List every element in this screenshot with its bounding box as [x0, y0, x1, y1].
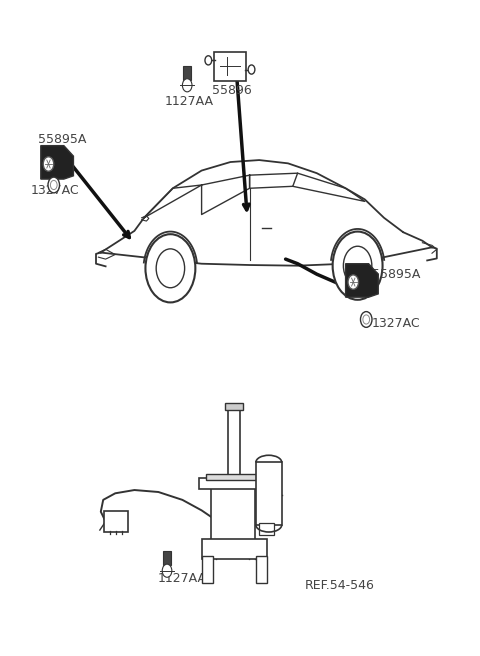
Circle shape	[348, 275, 359, 289]
FancyBboxPatch shape	[104, 511, 128, 532]
Circle shape	[156, 249, 185, 288]
Circle shape	[343, 246, 372, 285]
Bar	[202, 556, 213, 583]
Bar	[256, 462, 282, 525]
Text: 1127AA: 1127AA	[158, 572, 207, 585]
Bar	[256, 556, 267, 583]
Text: 1327AC: 1327AC	[372, 317, 420, 330]
Circle shape	[50, 180, 57, 190]
Bar	[259, 523, 274, 535]
Circle shape	[182, 79, 192, 92]
Circle shape	[48, 177, 60, 193]
Polygon shape	[346, 264, 378, 297]
Text: 1127AA: 1127AA	[165, 95, 214, 108]
Circle shape	[363, 315, 370, 324]
Bar	[206, 474, 259, 480]
Bar	[163, 551, 171, 565]
FancyBboxPatch shape	[214, 52, 246, 81]
Polygon shape	[41, 146, 73, 179]
Text: REF.54-546: REF.54-546	[305, 579, 375, 592]
Bar	[211, 485, 255, 541]
Text: 55895A: 55895A	[38, 133, 86, 146]
Bar	[183, 66, 191, 80]
Circle shape	[205, 56, 212, 65]
Circle shape	[248, 65, 255, 74]
Circle shape	[162, 564, 172, 577]
Text: 55896: 55896	[213, 84, 252, 97]
Circle shape	[145, 234, 195, 302]
Circle shape	[333, 232, 383, 300]
Text: 1327AC: 1327AC	[31, 184, 80, 197]
Bar	[202, 539, 267, 559]
Text: 55895A: 55895A	[372, 268, 420, 281]
Bar	[225, 403, 243, 410]
Circle shape	[360, 312, 372, 327]
Bar	[199, 478, 267, 489]
Circle shape	[43, 157, 54, 171]
Bar	[228, 408, 240, 493]
